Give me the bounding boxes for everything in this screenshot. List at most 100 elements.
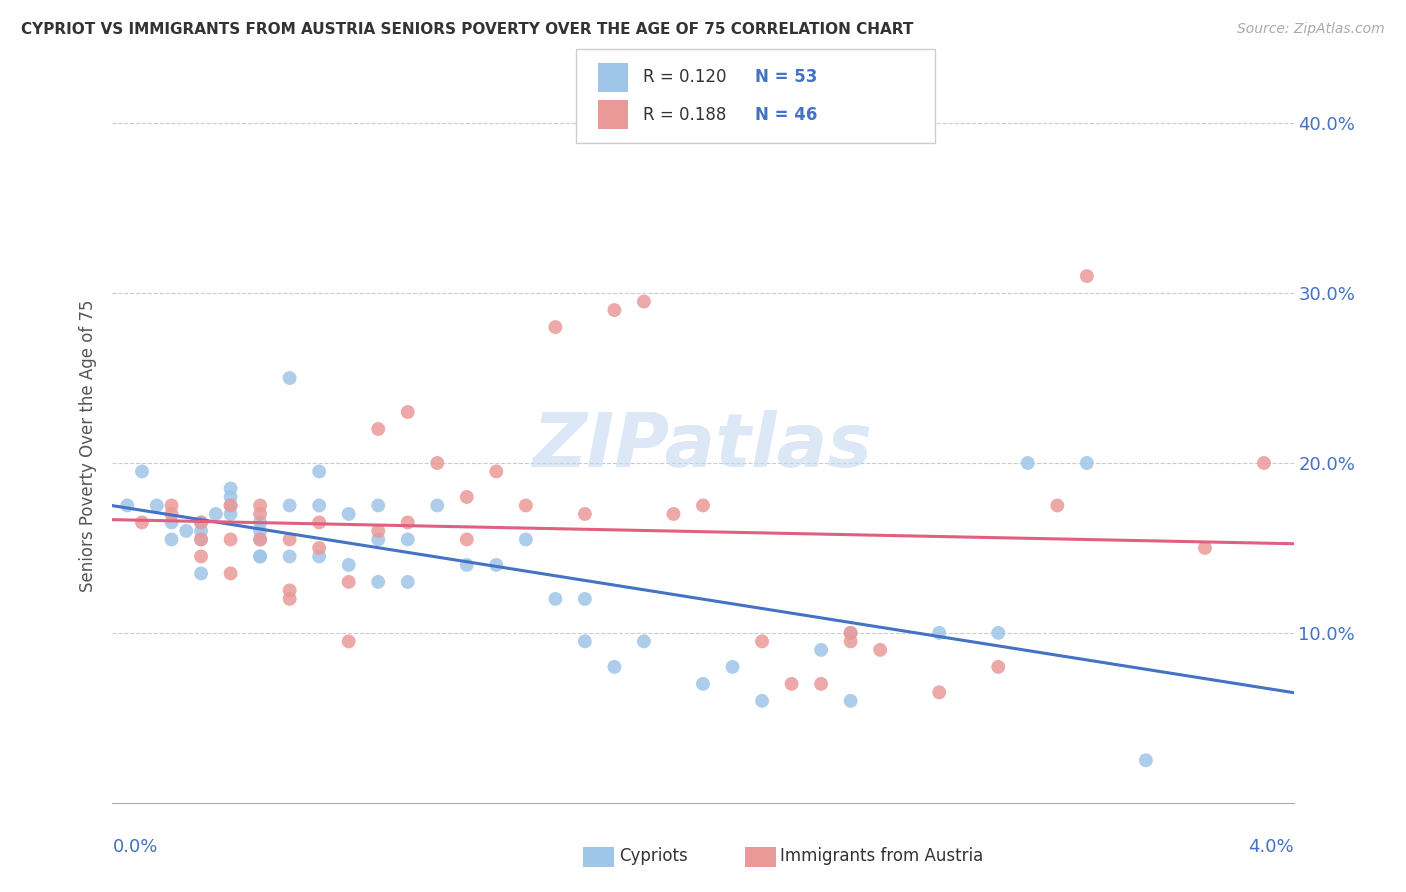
Point (219, 499, 242, 513)
Point (396, 574, 419, 589)
Point (367, 533, 389, 547)
Point (810, 677, 832, 691)
Point (205, 507, 228, 521)
Point (249, 507, 271, 521)
Point (190, 549, 212, 564)
Point (839, 626, 862, 640)
Point (987, 626, 1010, 640)
Point (928, 626, 950, 640)
Y-axis label: Seniors Poverty Over the Age of 75: Seniors Poverty Over the Age of 75 (79, 300, 97, 592)
Point (367, 574, 389, 589)
Point (219, 533, 242, 547)
Point (249, 516, 271, 530)
Point (603, 303, 626, 318)
Point (219, 490, 242, 504)
Point (308, 465, 330, 479)
Point (396, 516, 419, 530)
Point (278, 499, 301, 513)
Point (146, 499, 169, 513)
Point (249, 549, 271, 564)
Point (1253, 456, 1275, 470)
Point (249, 533, 271, 547)
Point (278, 371, 301, 385)
Point (603, 660, 626, 674)
Point (160, 507, 183, 521)
Point (456, 490, 478, 504)
Text: CYPRIOT VS IMMIGRANTS FROM AUSTRIA SENIORS POVERTY OVER THE AGE OF 75 CORRELATIO: CYPRIOT VS IMMIGRANTS FROM AUSTRIA SENIO… (21, 22, 914, 37)
Point (337, 558, 360, 572)
Point (190, 516, 212, 530)
Text: R = 0.188: R = 0.188 (643, 105, 725, 123)
Point (751, 694, 773, 708)
Point (633, 294, 655, 309)
Point (810, 643, 832, 657)
Point (337, 507, 360, 521)
Point (1076, 269, 1098, 284)
Point (278, 533, 301, 547)
Point (515, 499, 537, 513)
Point (869, 643, 891, 657)
Point (544, 320, 567, 334)
Point (160, 533, 183, 547)
Point (219, 482, 242, 496)
Point (219, 507, 242, 521)
Point (780, 677, 803, 691)
Point (515, 533, 537, 547)
Point (987, 660, 1010, 674)
Point (1135, 753, 1157, 767)
Point (308, 541, 330, 555)
Point (485, 558, 508, 572)
Text: N = 46: N = 46 (755, 105, 817, 123)
Point (190, 533, 212, 547)
Point (219, 566, 242, 581)
Point (396, 533, 419, 547)
Point (367, 422, 389, 436)
Point (928, 685, 950, 699)
Point (278, 583, 301, 598)
Point (174, 524, 197, 538)
Point (190, 516, 212, 530)
Point (190, 524, 212, 538)
Point (1017, 456, 1039, 470)
Point (574, 634, 596, 648)
Text: Cypriots: Cypriots (619, 847, 688, 865)
Point (574, 507, 596, 521)
Point (308, 499, 330, 513)
Point (396, 405, 419, 419)
Point (249, 499, 271, 513)
Point (131, 465, 153, 479)
Point (426, 456, 449, 470)
Point (574, 591, 596, 606)
Point (751, 634, 773, 648)
Point (249, 549, 271, 564)
Point (160, 516, 183, 530)
Point (278, 549, 301, 564)
Text: Source: ZipAtlas.com: Source: ZipAtlas.com (1237, 22, 1385, 37)
Point (721, 660, 744, 674)
Text: 0.0%: 0.0% (112, 838, 157, 855)
Point (308, 516, 330, 530)
Point (337, 574, 360, 589)
Point (839, 694, 862, 708)
Point (1046, 499, 1069, 513)
Point (1194, 541, 1216, 555)
Point (367, 524, 389, 538)
Point (426, 499, 449, 513)
Point (190, 566, 212, 581)
Point (131, 516, 153, 530)
Text: Immigrants from Austria: Immigrants from Austria (780, 847, 984, 865)
Point (692, 677, 714, 691)
Point (839, 626, 862, 640)
Text: ZIPatlas: ZIPatlas (533, 409, 873, 483)
Point (839, 634, 862, 648)
Point (249, 524, 271, 538)
Point (1076, 456, 1098, 470)
Point (544, 591, 567, 606)
Point (160, 499, 183, 513)
Point (485, 465, 508, 479)
Point (117, 499, 138, 513)
Point (308, 549, 330, 564)
Point (249, 533, 271, 547)
Point (219, 499, 242, 513)
Text: N = 53: N = 53 (755, 69, 817, 87)
